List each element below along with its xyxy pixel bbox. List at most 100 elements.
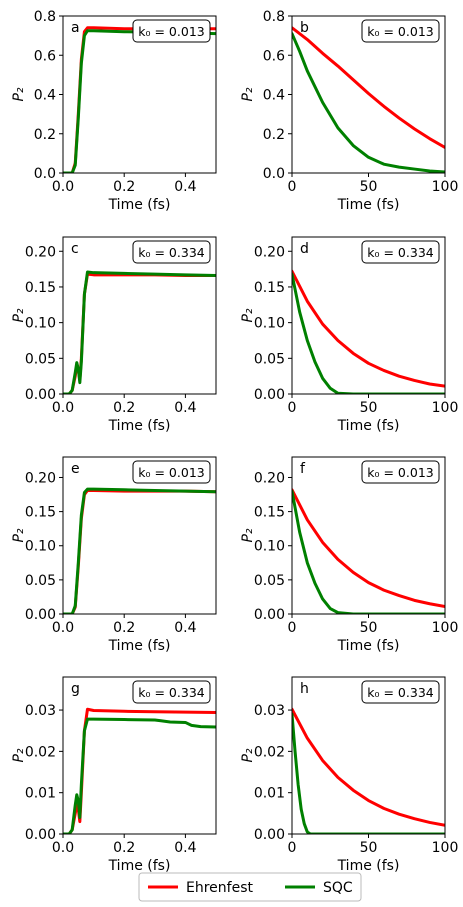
y-tick-label-a: 0.4 xyxy=(34,88,56,104)
y-tick-label-c: 0.10 xyxy=(25,316,56,332)
panel-label-e: e xyxy=(71,461,80,477)
y-tick-label-h: 0.01 xyxy=(254,786,285,802)
x-tick-label-b: 0 xyxy=(288,179,297,195)
annotation-text-d: k₀ = 0.334 xyxy=(367,245,434,260)
x-tick-label-e: 0.4 xyxy=(174,620,196,636)
y-tick-label-d: 0.15 xyxy=(254,280,285,296)
axes-frame-g xyxy=(62,676,217,835)
series-line-ehrenfest-e xyxy=(63,488,216,614)
y-tick-label-h: 0.02 xyxy=(254,744,285,760)
annotation-box-h xyxy=(361,680,440,704)
x-axis-label-c: Time (fs) xyxy=(108,418,171,434)
series-line-sqc-c xyxy=(63,270,216,394)
x-tick-label-a: 0.2 xyxy=(113,179,135,195)
y-tick-label-e: 0.00 xyxy=(25,607,56,623)
annotation-box-d xyxy=(361,240,440,264)
panel-c: 0.0 0.2 0.4 0.00 0.05 0.10 0.15 0.20 Time (fs) P₂… xyxy=(11,236,217,434)
series-line-ehrenfest-d xyxy=(292,269,445,388)
y-tick-label-a: 0.2 xyxy=(34,127,56,143)
y-axis-label-c: P₂ xyxy=(11,308,27,322)
y-tick-label-g: 0.03 xyxy=(25,703,56,719)
x-tick-label-e: 0.2 xyxy=(113,620,135,636)
series-line-sqc-a xyxy=(63,29,216,173)
x-tick-label-g: 0.0 xyxy=(52,840,74,856)
x-tick-label-a: 0.0 xyxy=(52,179,74,195)
y-tick-label-d: 0.05 xyxy=(254,351,285,367)
annotation-text-b: k₀ = 0.013 xyxy=(367,24,433,39)
series-line-sqc-h xyxy=(292,712,445,834)
x-tick-label-h: 50 xyxy=(360,840,378,856)
panel-label-a: a xyxy=(71,20,80,36)
y-tick-label-c: 0.15 xyxy=(25,280,56,296)
panel-b: 0 50 100 0.0 0.2 0.4 0.6 0.8 Time (fs) P₂ b k₀ = 0.… xyxy=(240,9,458,213)
y-axis-label-b: P₂ xyxy=(240,87,256,101)
y-tick-label-e: 0.20 xyxy=(25,470,56,486)
series-line-sqc-g xyxy=(63,717,216,834)
annotation-text-g: k₀ = 0.334 xyxy=(138,685,205,700)
series-line-ehrenfest-a xyxy=(63,26,216,173)
panel-label-d: d xyxy=(300,241,309,257)
series-line-sqc-e xyxy=(63,487,216,614)
x-axis-label-f: Time (fs) xyxy=(337,638,400,654)
x-axis-label-b: Time (fs) xyxy=(337,197,400,213)
y-axis-label-g: P₂ xyxy=(11,748,27,762)
y-tick-label-b: 0.4 xyxy=(263,88,285,104)
y-axis-label-f: P₂ xyxy=(240,528,256,542)
panel-e: 0.0 0.2 0.4 0.00 0.05 0.10 0.15 0.20 Time (fs) P₂… xyxy=(11,456,217,654)
y-tick-label-a: 0.0 xyxy=(34,166,56,182)
series-line-ehrenfest-f xyxy=(292,488,445,608)
annotation-text-e: k₀ = 0.013 xyxy=(138,465,204,480)
annotation-text-a: k₀ = 0.013 xyxy=(138,24,204,39)
axes-frame-e xyxy=(62,456,217,615)
x-tick-label-c: 0.0 xyxy=(52,400,74,416)
y-tick-label-g: 0.02 xyxy=(25,744,56,760)
panel-label-c: c xyxy=(71,241,79,257)
x-tick-label-f: 50 xyxy=(360,620,378,636)
x-axis-label-a: Time (fs) xyxy=(108,197,171,213)
annotation-text-f: k₀ = 0.013 xyxy=(367,465,433,480)
y-tick-label-e: 0.15 xyxy=(25,505,56,521)
panel-a: 0.0 0.2 0.4 0.0 0.2 0.4 0.6 0.8 Time (fs) P₂ a k₀ =… xyxy=(11,9,217,213)
legend-frame xyxy=(138,872,362,902)
x-tick-label-e: 0.0 xyxy=(52,620,74,636)
y-tick-label-c: 0.00 xyxy=(25,387,56,403)
series-line-sqc-d xyxy=(292,272,445,394)
y-tick-label-b: 0.0 xyxy=(263,166,285,182)
y-tick-label-e: 0.10 xyxy=(25,539,56,555)
series-line-ehrenfest-h xyxy=(292,707,445,827)
y-tick-label-a: 0.6 xyxy=(34,48,56,64)
x-tick-label-g: 0.2 xyxy=(113,840,135,856)
series-line-sqc-b xyxy=(292,32,445,173)
y-tick-label-a: 0.8 xyxy=(34,9,56,25)
y-tick-label-b: 0.2 xyxy=(263,127,285,143)
series-line-ehrenfest-b xyxy=(292,26,445,149)
x-tick-label-f: 0 xyxy=(288,620,297,636)
annotation-text-c: k₀ = 0.334 xyxy=(138,245,205,260)
y-tick-label-h: 0.00 xyxy=(254,827,285,843)
x-tick-label-d: 100 xyxy=(432,400,459,416)
panel-label-f: f xyxy=(300,461,306,477)
y-tick-label-g: 0.01 xyxy=(25,786,56,802)
y-tick-label-c: 0.20 xyxy=(25,244,56,260)
x-tick-label-h: 0 xyxy=(288,840,297,856)
x-tick-label-h: 100 xyxy=(432,840,459,856)
x-tick-label-c: 0.2 xyxy=(113,400,135,416)
panel-d: 0 50 100 0.00 0.05 0.10 0.15 0.20 Time (fs) P₂ d k₀… xyxy=(240,236,459,434)
x-axis-label-d: Time (fs) xyxy=(337,418,400,434)
y-axis-label-d: P₂ xyxy=(240,308,256,322)
x-tick-label-b: 100 xyxy=(432,179,459,195)
y-tick-label-f: 0.15 xyxy=(254,505,285,521)
x-tick-label-f: 100 xyxy=(432,620,459,636)
y-axis-label-a: P₂ xyxy=(11,87,27,101)
y-tick-label-c: 0.05 xyxy=(25,351,56,367)
panel-label-b: b xyxy=(300,20,309,36)
y-axis-label-h: P₂ xyxy=(240,748,256,762)
x-tick-label-g: 0.4 xyxy=(174,840,196,856)
x-tick-label-d: 50 xyxy=(360,400,378,416)
legend: Ehrenfest SQC xyxy=(138,872,362,902)
annotation-box-c xyxy=(132,240,211,264)
annotation-text-h: k₀ = 0.334 xyxy=(367,685,434,700)
x-axis-label-g: Time (fs) xyxy=(108,858,171,874)
x-axis-label-h: Time (fs) xyxy=(337,858,400,874)
panel-h: 0 50 100 0.00 0.01 0.02 0.03 Time (fs) P₂ h k₀ = 0… xyxy=(240,676,459,874)
